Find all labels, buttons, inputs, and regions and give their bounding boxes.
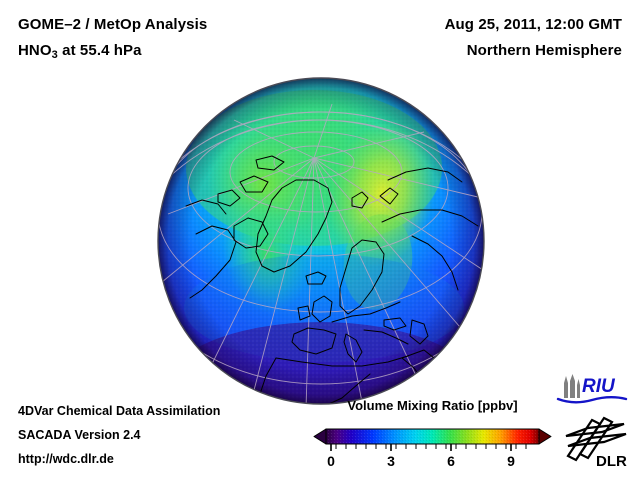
riu-logo-svg: RIU [556, 374, 628, 404]
riu-logo: RIU [556, 372, 628, 413]
coast-canada-arctic [185, 199, 227, 215]
coast-arctic-islands-3 [255, 155, 285, 171]
riu-chimney-icon [564, 374, 580, 398]
dlr-wordmark: DLR [596, 453, 627, 470]
coast-novaya-zemlya [379, 187, 399, 205]
colorbar-minor-ticks [335, 444, 527, 449]
coast-north-africa [275, 355, 409, 367]
footer-url-link[interactable]: http://wdc.dlr.de [18, 452, 114, 466]
coast-arctic-islands-2 [217, 189, 241, 207]
colorbar-tick-label: 0 [327, 453, 335, 469]
coast-svalbard [351, 191, 369, 209]
colorbar-tick-label: 6 [447, 453, 455, 469]
coast-arctic-islands-1 [239, 175, 269, 193]
coast-west-africa [259, 357, 371, 404]
colorbar-svg: 0 3 6 9 [313, 428, 552, 469]
page-title: GOME–2 / MetOp Analysis [18, 16, 208, 33]
footer-version-label: SACADA Version 2.4 [18, 428, 141, 442]
data-field [158, 78, 484, 404]
colorbar-ramp-texture [326, 429, 539, 444]
globe-outline [157, 77, 485, 405]
species-level-suffix: at 55.4 hPa [57, 42, 142, 59]
species-level-label: HNO3 at 55.4 hPa [18, 42, 142, 61]
coast-canada-east [189, 225, 237, 299]
dlr-logo-svg: DLR [565, 416, 627, 470]
coast-balkans-turkey [363, 329, 409, 345]
colorbar-title: Volume Mixing Ratio [ppbv] [347, 398, 518, 413]
coast-siberia-north [381, 209, 479, 227]
coast-black-sea [383, 317, 407, 331]
coast-iberia [291, 327, 337, 355]
coast-asia-interior [411, 235, 459, 291]
globe-map [156, 76, 486, 406]
meridians [161, 103, 484, 404]
coast-greenland [255, 179, 333, 273]
dlr-emblem-icon [565, 416, 627, 462]
colorbar-major-ticks [330, 444, 512, 451]
riu-wordmark: RIU [582, 376, 616, 397]
coast-scandinavia [339, 239, 385, 315]
colorbar-cap-high [538, 428, 552, 445]
orthographic-projection-svg [157, 77, 485, 405]
coast-ireland [297, 305, 311, 321]
coast-italy [343, 333, 363, 363]
dlr-logo: DLR [562, 414, 632, 475]
limb-shading [158, 78, 484, 404]
species-formula-prefix: HNO [18, 42, 52, 59]
colorbar-cap-low [313, 428, 327, 445]
coast-british-isles [311, 295, 333, 323]
coast-caspian-sea [409, 319, 429, 345]
coastlines [185, 155, 479, 404]
colorbar-tick-label: 9 [507, 453, 515, 469]
colorbar-frame [325, 428, 540, 445]
colorbar-tick-labels: 0 3 6 9 [327, 453, 515, 469]
colorbar: Volume Mixing Ratio [ppbv] [310, 398, 555, 470]
hemisphere-label: Northern Hemisphere [466, 42, 622, 59]
colorbar-tick-label: 3 [387, 453, 395, 469]
coast-siberia-arctic [387, 167, 463, 183]
timestamp-label: Aug 25, 2011, 12:00 GMT [444, 16, 622, 33]
coast-europe-north [331, 301, 401, 323]
riu-wave-icon [556, 396, 628, 404]
species-formula-subscript: 3 [51, 49, 58, 61]
footer-method-label: 4DVar Chemical Data Assimilation [18, 404, 221, 418]
coast-iceland [305, 271, 327, 285]
